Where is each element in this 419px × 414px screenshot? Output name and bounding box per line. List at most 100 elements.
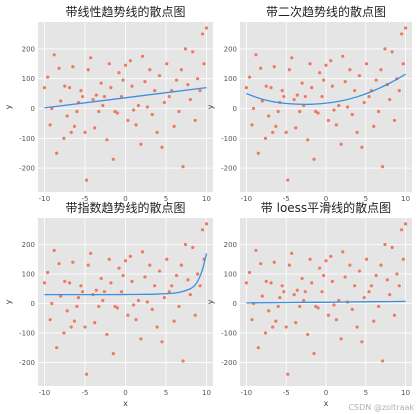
scatter-point: [362, 100, 366, 105]
scatter-point: [128, 254, 132, 258]
scatter-point: [308, 62, 312, 66]
scatter-point: [107, 257, 111, 261]
scatter-point: [132, 108, 136, 112]
scatter-point: [179, 68, 184, 72]
scatter-point: [290, 251, 294, 255]
scatter-point: [200, 228, 205, 232]
scatter-point: [172, 124, 176, 128]
scatter-point: [69, 325, 73, 329]
x-tick-label: 0: [324, 389, 328, 397]
scatter-point: [79, 88, 83, 93]
scatter-point: [93, 321, 97, 325]
chart-panel-3: -10 -5 0 5 10 -200 -100 0 100 200 带指数趋势线的散点图 y x: [4, 200, 213, 408]
scatter-point: [101, 103, 105, 108]
scatter-point: [341, 250, 345, 254]
scatter-point: [85, 178, 89, 182]
scatter-point: [264, 279, 268, 283]
scatter-point: [57, 262, 61, 266]
scatter-point: [385, 278, 389, 282]
y-tick-label: 200: [224, 241, 237, 249]
scatter-point: [134, 318, 138, 322]
scatter-point: [89, 56, 93, 60]
scatter-point: [264, 84, 268, 88]
scatter-point: [298, 109, 302, 114]
scatter-point: [160, 340, 164, 344]
scatter-point: [46, 270, 50, 275]
scatter-point: [372, 124, 376, 128]
scatter-point: [369, 284, 373, 288]
scatter-point: [306, 332, 310, 337]
scatter-point: [115, 306, 119, 310]
scatter-point: [102, 290, 107, 294]
watermark: CSDN @zoltraak: [348, 403, 414, 412]
scatter-point: [320, 94, 324, 99]
scatter-point: [94, 93, 98, 97]
x-tick-label: 5: [364, 389, 368, 397]
scatter-point: [267, 309, 271, 313]
scatter-point: [130, 84, 134, 88]
scatter-point: [191, 245, 195, 250]
scatter-point: [174, 273, 179, 278]
y-tick-label: 100: [22, 271, 35, 279]
scatter-point: [155, 325, 159, 329]
y-tick-label: 100: [224, 75, 237, 83]
scatter-point: [287, 263, 291, 267]
scatter-point: [259, 66, 263, 70]
scatter-point: [63, 279, 67, 283]
scatter-point: [80, 94, 85, 99]
scatter-point: [339, 142, 343, 146]
scatter-point: [372, 319, 376, 323]
scatter-point: [302, 298, 306, 303]
scatter-point: [400, 32, 404, 36]
scatter-point: [153, 284, 157, 288]
y-tick-label: 0: [233, 105, 237, 113]
scatter-point: [292, 293, 296, 297]
scatter-point: [46, 75, 50, 79]
scatter-point: [271, 130, 275, 134]
scatter-point: [57, 66, 61, 70]
scatter-point: [362, 295, 366, 300]
scatter-point: [107, 62, 111, 66]
scatter-point: [274, 124, 278, 128]
scatter-point: [286, 372, 290, 376]
scatter-point: [244, 86, 248, 90]
scatter-point: [139, 142, 143, 146]
scatter-point: [55, 151, 59, 155]
scatter-point: [148, 263, 152, 267]
scatter-point: [186, 83, 190, 87]
chart-panel-4: -10 -5 0 5 10 -200 -100 0 100 200 带 loess平滑线的散点图 y x: [206, 200, 412, 408]
scatter-point: [134, 123, 138, 127]
scatter-point: [136, 298, 141, 303]
scatter-point: [99, 276, 103, 281]
scatter-point: [310, 281, 314, 285]
scatter-point: [350, 307, 354, 311]
scatter-point: [140, 54, 145, 58]
scatter-point: [292, 97, 296, 102]
x-tick-label: -5: [81, 389, 88, 397]
scatter-point: [334, 123, 338, 127]
chart-title: 带线性趋势线的散点图: [65, 4, 185, 19]
scatter-point: [332, 303, 336, 307]
x-tick-label: -10: [39, 195, 50, 203]
scatter-point: [165, 257, 169, 261]
scatter-point: [401, 257, 405, 261]
scatter-point: [284, 325, 288, 329]
scatter-point: [109, 281, 113, 285]
chart-panel-2: -10 -5 0 5 10 -200 -100 0 100 200 带二次趋势线的散点图 y: [206, 4, 412, 203]
scatter-point: [250, 123, 254, 127]
scatter-point: [42, 281, 47, 285]
scatter-point: [274, 319, 278, 323]
scatter-point: [318, 71, 322, 75]
scatter-point: [392, 313, 397, 317]
scatter-point: [121, 78, 125, 82]
scatter-point: [390, 50, 394, 54]
scatter-point: [350, 112, 354, 117]
scatter-point: [260, 99, 264, 103]
scatter-point: [67, 281, 72, 285]
x-tick-label: -10: [241, 389, 252, 397]
scatter-point: [306, 138, 310, 142]
x-axis-label: x: [324, 399, 329, 408]
scatter-point: [85, 372, 89, 376]
scatter-point: [251, 106, 256, 111]
scatter-point: [312, 157, 316, 161]
